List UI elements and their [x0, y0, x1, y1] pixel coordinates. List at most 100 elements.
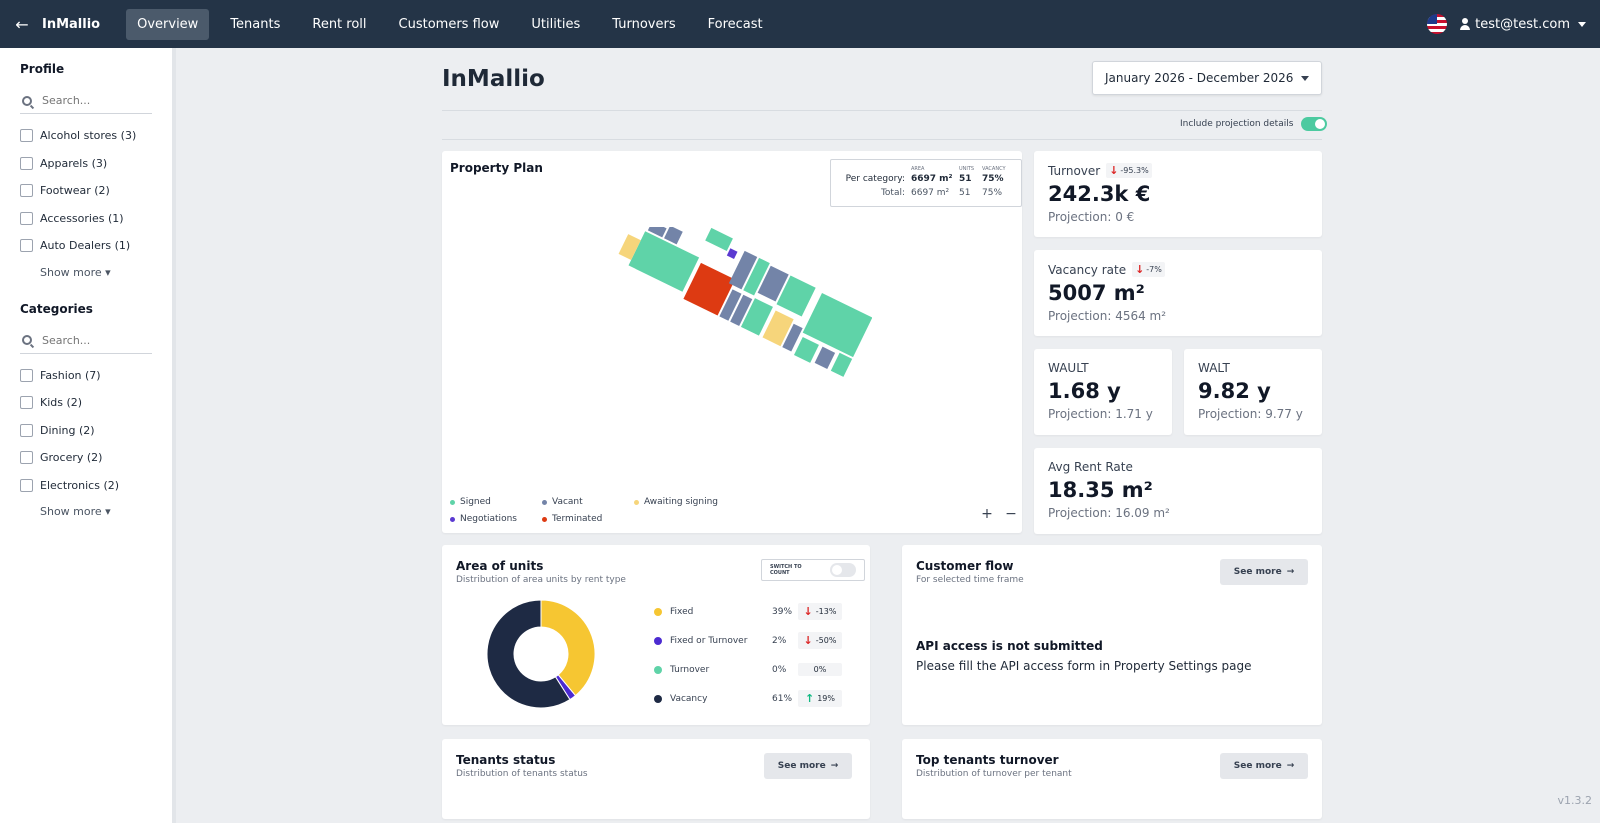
unit-awaiting[interactable] — [618, 234, 641, 261]
nav-customers-flow[interactable]: Customers flow — [398, 16, 500, 32]
unit-vacant[interactable] — [730, 294, 753, 327]
checkbox[interactable] — [20, 478, 33, 492]
unit-signed[interactable] — [628, 231, 700, 292]
zoom-out-button[interactable]: − — [1005, 506, 1017, 522]
tenants-status-see-more-button[interactable]: See more → — [764, 753, 852, 779]
donut-slice-fixed[interactable] — [540, 599, 596, 697]
nav-tenants[interactable]: Tenants — [230, 16, 281, 32]
profile-option[interactable]: Auto Dealers (1) — [20, 232, 152, 260]
category-option[interactable]: Grocery (2) — [20, 444, 152, 472]
message-body: Please fill the API access form in Prope… — [916, 659, 1252, 673]
stats-vacancy: 75% — [982, 188, 1003, 198]
unit-vacant[interactable] — [814, 346, 836, 369]
unit-vacant[interactable] — [664, 227, 683, 245]
checkbox[interactable] — [20, 156, 33, 170]
unit-vacant[interactable] — [719, 289, 742, 321]
row-name: Fixed or Turnover — [670, 635, 748, 646]
profile-option[interactable]: Apparels (3) — [20, 150, 152, 178]
nav-utilities[interactable]: Utilities — [531, 16, 581, 32]
row-change: 0% — [798, 663, 842, 676]
row-pct: 39% — [772, 606, 793, 617]
us-flag-icon[interactable] — [1427, 14, 1448, 34]
category-option[interactable]: Electronics (2) — [20, 472, 152, 500]
arrow-down-icon: ↓ — [1135, 263, 1145, 276]
nav-turnovers[interactable]: Turnovers — [612, 16, 676, 32]
legend-label: Signed — [460, 497, 491, 507]
switch-to-count-control[interactable]: SWITCH TO COUNT — [761, 559, 865, 581]
unit-vacant[interactable] — [757, 265, 789, 302]
date-range-value: January 2026 - December 2026 — [1105, 71, 1294, 85]
floor-plan-map[interactable] — [592, 227, 872, 427]
profile-show-more-button[interactable]: Show more ▾ — [40, 266, 111, 279]
vacancy-rate-value: 5007 m² — [1048, 281, 1145, 305]
categories-search-input[interactable] — [42, 333, 142, 347]
area-legend: Fixed 39% ↓ -13% Fixed or Turnover 2% ↓ -5… — [654, 597, 854, 713]
unit-vacant[interactable] — [782, 323, 803, 352]
checkbox[interactable] — [20, 184, 33, 198]
option-label: Fashion (7) — [40, 368, 101, 382]
row-name: Fixed — [670, 606, 694, 617]
unit-awaiting[interactable] — [762, 310, 794, 347]
categories-show-more-button[interactable]: Show more ▾ — [40, 505, 111, 518]
zoom-in-button[interactable]: + — [981, 506, 993, 522]
user-email: test@test.com — [1475, 16, 1570, 32]
stats-units: 51 — [959, 174, 972, 184]
checkbox[interactable] — [20, 368, 33, 382]
legend-vacant[interactable]: Vacant — [542, 497, 583, 507]
legend-signed[interactable]: Signed — [450, 497, 491, 507]
vacancy-trend-badge: ↓ -7% — [1132, 262, 1165, 277]
row-name: Vacancy — [670, 693, 708, 704]
unit-signed[interactable] — [740, 298, 773, 336]
arrow-up-icon: ↑ — [805, 692, 815, 705]
user-menu[interactable]: test@test.com — [1459, 17, 1586, 32]
nav-forecast[interactable]: Forecast — [707, 16, 763, 32]
switch-to-count-toggle[interactable] — [830, 563, 856, 577]
row-name: Turnover — [670, 664, 710, 675]
legend-awaiting-signing[interactable]: Awaiting signing — [634, 497, 718, 507]
checkbox[interactable] — [20, 451, 33, 465]
unit-terminated[interactable] — [683, 262, 736, 316]
top-tenants-see-more-button[interactable]: See more → — [1220, 753, 1308, 779]
profile-option[interactable]: Accessories (1) — [20, 205, 152, 233]
checkbox[interactable] — [20, 396, 33, 410]
avg-rent-rate-card: Avg Rent Rate 18.35 m² Projection: 16.09… — [1034, 448, 1322, 534]
area-of-units-card: Area of units Distribution of area units… — [442, 545, 870, 725]
nav-overview[interactable]: Overview — [126, 8, 210, 40]
option-label: Dining (2) — [40, 423, 95, 437]
checkbox[interactable] — [20, 211, 33, 225]
category-option[interactable]: Fashion (7) — [20, 362, 152, 390]
vacancy-rate-projection: Projection: 4564 m² — [1048, 309, 1167, 323]
category-option[interactable]: Kids (2) — [20, 389, 152, 417]
category-option[interactable]: Dining (2) — [20, 417, 152, 445]
unit-signed[interactable] — [830, 352, 853, 377]
unit-negotiations[interactable] — [726, 248, 738, 260]
area-row-fixed: Fixed 39% ↓ -13% — [654, 597, 854, 626]
back-arrow-icon[interactable]: ← — [15, 14, 29, 34]
legend-terminated[interactable]: Terminated — [542, 514, 602, 524]
donut-slice-vacancy[interactable] — [486, 599, 571, 709]
customer-flow-subtitle: For selected time frame — [916, 575, 1024, 585]
projection-toggle-label: Include projection details — [1180, 119, 1294, 129]
unit-vacant[interactable] — [728, 250, 758, 290]
profile-option[interactable]: Alcohol stores (3) — [20, 122, 152, 150]
show-more-label: Show more — [40, 265, 102, 279]
profile-search-input[interactable] — [42, 94, 142, 107]
legend-negotiations[interactable]: Negotiations — [450, 514, 517, 524]
checkbox[interactable] — [20, 239, 33, 253]
turnover-card: Turnover ↓ -95.3% 242.3k € Projection: 0 … — [1034, 151, 1322, 237]
customer-flow-see-more-button[interactable]: See more → — [1220, 559, 1308, 585]
unit-vacant[interactable] — [647, 227, 667, 238]
checkbox[interactable] — [20, 423, 33, 437]
checkbox[interactable] — [20, 129, 33, 143]
unit-signed[interactable] — [802, 293, 872, 358]
unit-signed[interactable] — [776, 275, 816, 317]
unit-signed[interactable] — [743, 257, 770, 296]
arrow-down-icon: ↓ — [1109, 164, 1119, 177]
legend-label: Awaiting signing — [644, 497, 718, 507]
date-range-select[interactable]: January 2026 - December 2026 — [1092, 61, 1322, 95]
unit-signed[interactable] — [705, 227, 733, 252]
nav-rent-roll[interactable]: Rent roll — [312, 16, 367, 32]
profile-option[interactable]: Footwear (2) — [20, 177, 152, 205]
projection-toggle[interactable] — [1301, 117, 1328, 131]
unit-signed[interactable] — [793, 337, 819, 363]
